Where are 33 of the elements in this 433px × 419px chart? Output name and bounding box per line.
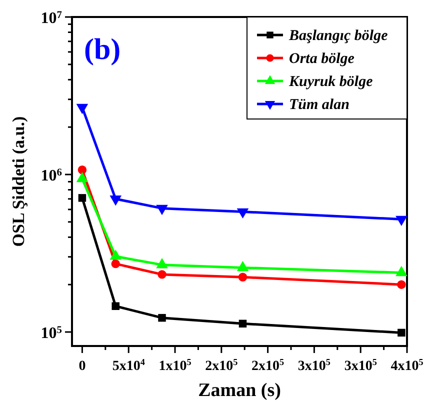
- x-tick-label: 4x10$^{5}$: [390, 357, 424, 374]
- legend-label: Başlangıç bölge: [288, 28, 388, 44]
- point: [238, 320, 247, 328]
- x-tick-label: 3x10$^{5}$: [298, 357, 331, 374]
- point: [76, 104, 88, 114]
- y-axis-title: OSL Şiddeti (a.u.): [9, 116, 28, 247]
- point: [78, 166, 87, 174]
- y-tick-label: 10$^{6}$: [40, 167, 62, 185]
- x-tick-label: 0: [78, 359, 86, 374]
- legend-label: Tüm alan: [289, 97, 350, 113]
- point: [158, 270, 166, 279]
- x-tick-label: 2x10$^{5}$: [205, 357, 238, 374]
- y-tick-label: 10$^{5}$: [40, 324, 62, 342]
- legend-label: Orta bölge: [289, 51, 355, 67]
- point: [156, 204, 168, 216]
- point: [236, 208, 249, 219]
- x-tick-label: 1x10$^{5}$: [158, 357, 192, 374]
- legend-label: Kuyruk bölge: [288, 74, 374, 90]
- x-tick-label: 5x10$^{4}$: [112, 357, 146, 374]
- point: [238, 272, 248, 282]
- point: [396, 216, 408, 226]
- x-tick-label: 3x10$^{5}$: [344, 357, 378, 374]
- point: [397, 280, 406, 289]
- annotation: (b): [84, 33, 121, 66]
- point: [112, 302, 120, 310]
- x-tick-label: 2x10$^{5}$: [252, 357, 285, 374]
- y-tick-label: 10$^{7}$: [40, 10, 62, 27]
- point: [398, 328, 406, 337]
- x-axis-title: Zaman (s): [198, 380, 281, 401]
- point: [111, 259, 120, 268]
- point: [158, 314, 166, 322]
- point: [78, 194, 86, 202]
- point: [110, 196, 122, 206]
